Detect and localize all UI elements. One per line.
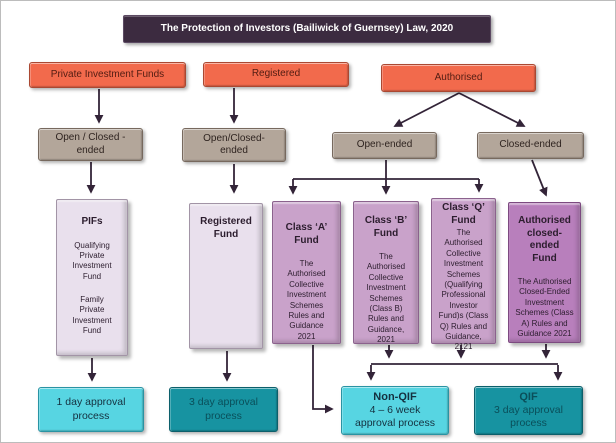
outcome-3-day-approval: 3 day approval process: [169, 387, 278, 432]
fund-title: Class ‘A’ Fund: [285, 222, 328, 246]
fund-box-class-q: Class ‘Q’ Fund The Authorised Collective…: [431, 198, 496, 351]
fund-title: Class ‘B’ Fund: [364, 215, 408, 239]
fund-body: The Authorised Closed-Ended Investment S…: [515, 277, 574, 338]
fund-title: Class ‘Q’ Fund: [442, 202, 485, 226]
outcome-qif: QIF 3 day approval process: [474, 386, 583, 435]
outcome-1-day-approval: 1 day approval process: [38, 387, 144, 432]
outcome-body: 1 day approval process: [56, 396, 126, 422]
fund-body: The Authorised Collective Investment Sch…: [438, 228, 489, 352]
fund-body: The Authorised Collective Investment Sch…: [366, 252, 406, 345]
fund-box-class-a: Class ‘A’ Fund The Authorised Collective…: [272, 201, 341, 344]
fund-body: Family Private Investment Fund: [72, 295, 112, 336]
node-open-ended: Open-ended: [332, 132, 437, 159]
node-open-closed-ended-pif: Open / Closed - ended: [38, 128, 143, 161]
node-private-investment-funds: Private Investment Funds: [29, 62, 186, 88]
node-authorised: Authorised: [381, 64, 536, 92]
fund-body: Qualifying Private Investment Fund: [72, 240, 112, 281]
fund-title: Authorised closed- ended Fund: [518, 215, 571, 264]
diagram-title: The Protection of Investors (Bailiwick o…: [123, 15, 491, 43]
outcome-body: 4 – 6 week approval process: [355, 404, 435, 430]
outcome-body: 3 day approval process: [494, 404, 563, 430]
fund-title: PIFs: [81, 216, 103, 227]
fund-body: The Authorised Collective Investment Sch…: [286, 259, 327, 341]
outcome-body: 3 day approval process: [189, 396, 258, 422]
fund-box-authorised-closed-ended: Authorised closed- ended Fund The Author…: [508, 202, 581, 343]
fund-title: Registered Fund: [200, 216, 252, 240]
node-closed-ended: Closed-ended: [477, 132, 584, 159]
fund-box-registered-fund: Registered Fund: [189, 203, 263, 349]
node-open-closed-ended-registered: Open/Closed- ended: [182, 128, 286, 162]
node-registered: Registered: [203, 62, 349, 87]
fund-box-pifs: PIFs Qualifying Private Investment Fund …: [56, 199, 128, 356]
fund-box-class-b: Class ‘B’ Fund The Authorised Collective…: [353, 201, 419, 344]
outcome-non-qif: Non-QIF 4 – 6 week approval process: [341, 386, 449, 435]
outcome-title: QIF: [519, 390, 538, 403]
outcome-title: Non-QIF: [373, 390, 417, 403]
